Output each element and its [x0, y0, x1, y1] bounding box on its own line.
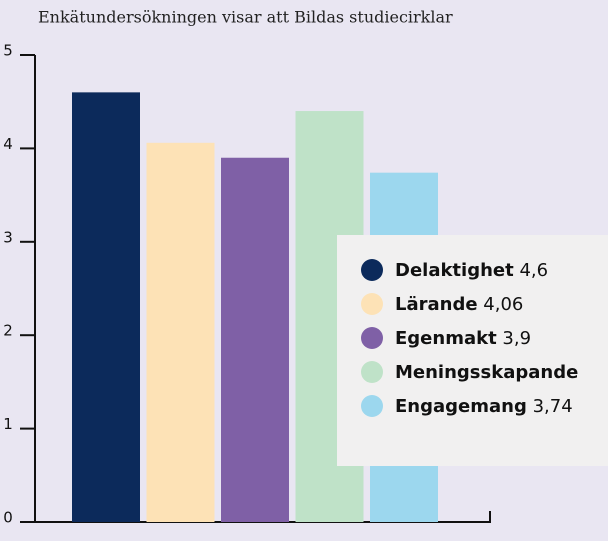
legend-label: Meningsskapande	[395, 362, 578, 383]
legend-swatch	[361, 327, 383, 349]
y-tick-label: 1	[3, 415, 13, 433]
bar	[221, 157, 289, 523]
legend-label: Delaktighet	[395, 260, 514, 281]
y-tick-label: 3	[3, 228, 13, 246]
legend-swatch	[361, 395, 383, 417]
legend-value: 3,9	[502, 328, 531, 349]
legend-swatch	[361, 293, 383, 315]
y-tick-label: 2	[3, 322, 13, 340]
y-tick-label: 0	[3, 509, 13, 527]
legend-swatch	[361, 259, 383, 281]
legend-label: Lärande	[395, 294, 478, 315]
y-tick-label: 5	[3, 42, 13, 60]
legend-entry: Delaktighet 4,6	[395, 260, 548, 281]
bar	[146, 142, 215, 522]
legend-label: Egenmakt	[395, 328, 497, 349]
legend-entry: Engagemang 3,74	[395, 396, 573, 417]
legend-value: 4,06	[483, 294, 523, 315]
legend-value: 3,74	[533, 396, 573, 417]
bar	[72, 92, 140, 523]
y-tick-label: 4	[3, 135, 13, 153]
chart-title: Enkätundersökningen visar att Bildas stu…	[38, 8, 453, 27]
legend-value: 4,6	[519, 260, 548, 281]
legend-swatch	[361, 361, 383, 383]
legend-entry: Lärande 4,06	[395, 294, 523, 315]
legend-label: Engagemang	[395, 396, 527, 417]
legend-entry: Egenmakt 3,9	[395, 328, 531, 349]
legend-entry: Meningsskapande	[395, 362, 578, 383]
